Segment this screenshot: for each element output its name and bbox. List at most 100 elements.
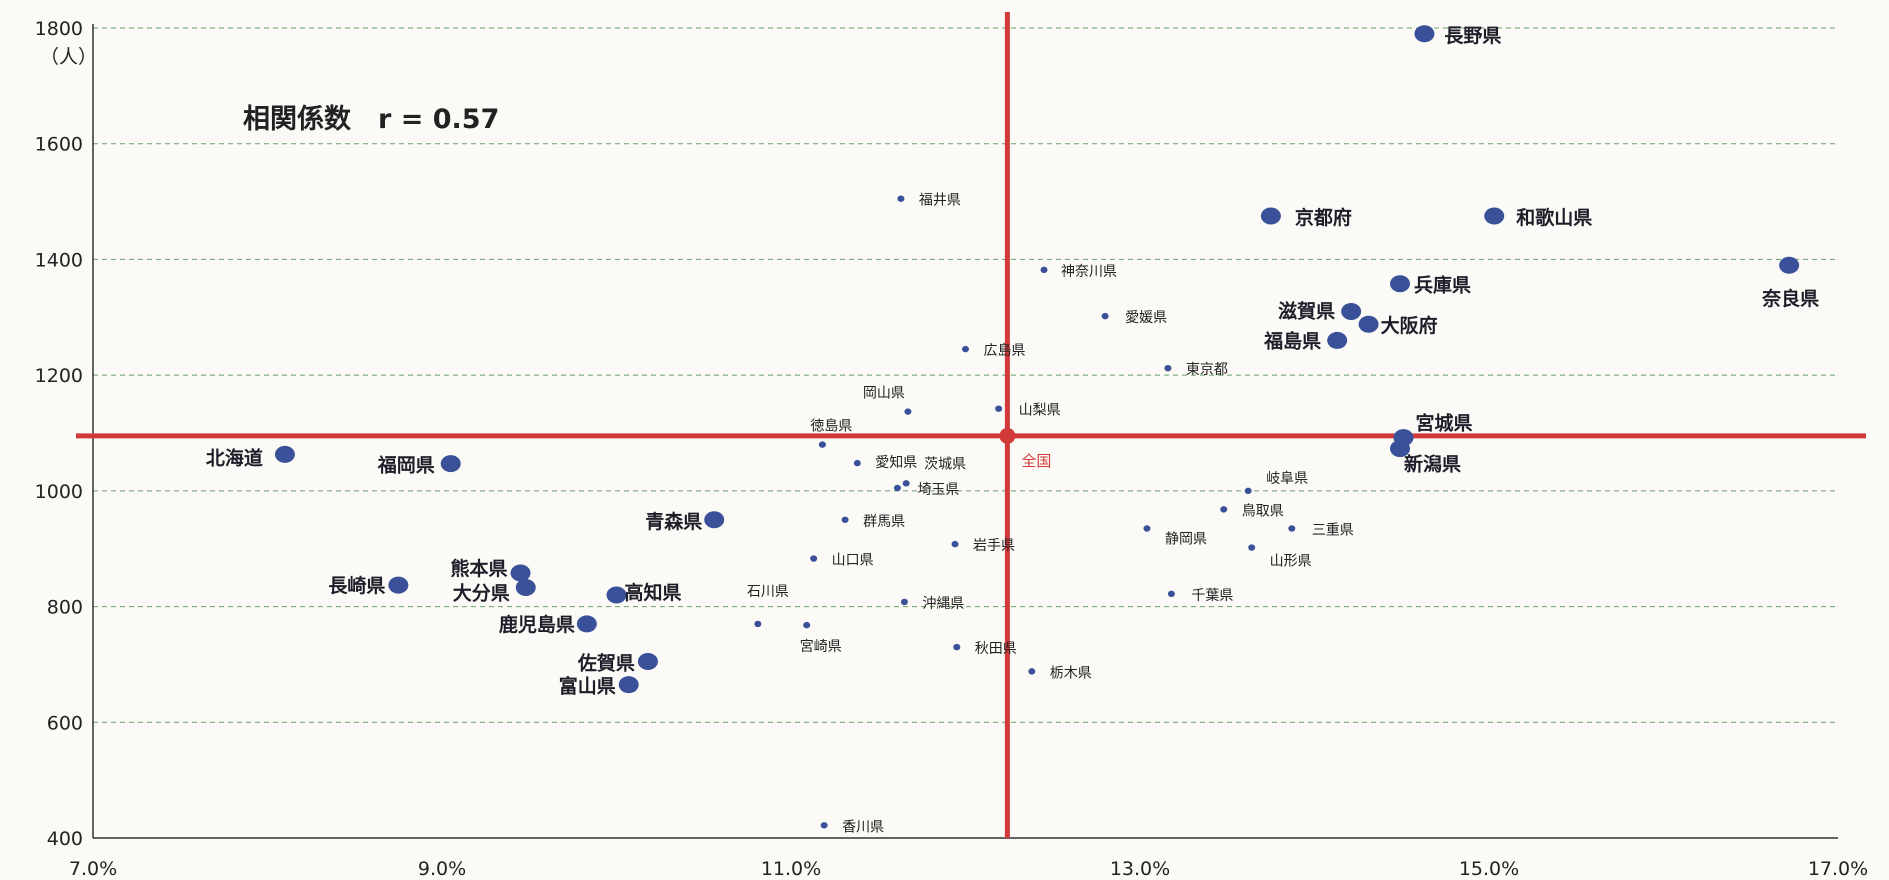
tick-labels: 400 600 800 1000 1200 1400 1600 1800 7.0% 9.0% 11.… <box>35 18 1869 880</box>
data-point <box>1040 266 1048 274</box>
data-point <box>1028 668 1036 675</box>
data-point <box>951 540 959 548</box>
point-label: 徳島県 <box>810 419 852 435</box>
point-label: 鹿児島県 <box>499 613 575 636</box>
data-point <box>893 484 901 492</box>
x-tick-label: 11.0% <box>761 858 821 880</box>
point-label: 岡山県 <box>863 386 905 402</box>
data-point <box>1390 275 1411 293</box>
data-point <box>1244 487 1252 495</box>
point-label: 沖縄県 <box>922 596 964 612</box>
point-label: 奈良県 <box>1761 287 1819 310</box>
point-label: 静岡県 <box>1165 531 1207 547</box>
y-axis-unit-label: （人） <box>40 46 97 68</box>
point-label: 新潟県 <box>1404 453 1461 476</box>
x-tick-label: 13.0% <box>1110 858 1170 880</box>
data-point <box>1779 256 1800 274</box>
point-label: 熊本県 <box>451 557 508 580</box>
point-label: 兵庫県 <box>1414 274 1471 297</box>
axes <box>92 24 1838 839</box>
data-points <box>274 25 1800 829</box>
point-label: 長崎県 <box>328 574 385 597</box>
data-point <box>388 576 409 594</box>
point-label: 山口県 <box>832 553 874 569</box>
x-tick-label: 9.0% <box>418 858 466 880</box>
point-label: 佐賀県 <box>577 652 635 675</box>
data-point <box>576 615 597 633</box>
data-point <box>606 586 627 604</box>
y-tick-label: 400 <box>47 828 83 850</box>
point-label: 京都府 <box>1295 206 1352 229</box>
x-tick-label: 15.0% <box>1459 858 1519 880</box>
point-label: 大分県 <box>453 581 510 604</box>
point-label: 茨城県 <box>924 456 966 472</box>
data-point <box>1414 25 1435 43</box>
data-point <box>841 516 849 523</box>
point-label: 北海道 <box>206 446 263 469</box>
data-point <box>810 555 818 562</box>
point-label: 富山県 <box>559 675 616 698</box>
reference-lines: 全国 <box>76 12 1866 838</box>
data-point <box>1288 525 1296 532</box>
point-label: 三重県 <box>1312 522 1354 538</box>
point-label: 大阪府 <box>1381 314 1438 337</box>
x-tick-label: 7.0% <box>69 858 117 880</box>
point-label: 宮城県 <box>1415 412 1472 435</box>
point-label: 香川県 <box>842 819 884 835</box>
national-average-label: 全国 <box>1021 452 1051 470</box>
y-tick-label: 1400 <box>35 249 83 271</box>
data-point <box>818 441 826 448</box>
data-point <box>440 455 461 473</box>
national-average-point <box>999 427 1016 444</box>
data-point <box>704 511 725 529</box>
point-label: 岐阜県 <box>1266 470 1308 487</box>
point-label: 栃木県 <box>1050 665 1092 681</box>
data-point <box>515 578 536 596</box>
data-point <box>1220 506 1228 513</box>
chart-title: 相関係数 r = 0.57 <box>243 104 499 135</box>
point-label: 長野県 <box>1444 25 1501 47</box>
data-point <box>1327 331 1348 349</box>
data-point <box>510 564 531 582</box>
y-tick-label: 1000 <box>35 481 83 503</box>
data-point <box>1164 365 1172 372</box>
point-label: 愛知県 <box>875 454 917 471</box>
point-label: 山形県 <box>1270 554 1312 570</box>
data-point <box>1248 544 1256 551</box>
y-tick-label: 1200 <box>35 365 83 387</box>
point-label: 千葉県 <box>1191 588 1233 604</box>
y-tick-label: 600 <box>47 712 83 734</box>
data-point <box>1484 207 1505 225</box>
y-tick-label: 1600 <box>35 134 83 156</box>
point-label: 群馬県 <box>863 514 905 530</box>
data-point <box>1260 207 1281 225</box>
point-label: 愛媛県 <box>1125 310 1167 326</box>
data-point <box>904 408 912 415</box>
point-label: 福井県 <box>919 193 961 209</box>
y-tick-label: 1800 <box>35 18 83 40</box>
point-label: 宮崎県 <box>800 639 842 655</box>
data-point <box>1101 312 1109 320</box>
data-point <box>1167 590 1175 598</box>
point-label: 滋賀県 <box>1278 300 1335 323</box>
point-label: 石川県 <box>747 584 789 600</box>
y-tick-label: 800 <box>47 597 83 619</box>
point-label: 青森県 <box>645 510 702 533</box>
point-label: 山梨県 <box>1019 403 1061 419</box>
x-tick-label: 17.0% <box>1808 858 1868 880</box>
point-label: 福岡県 <box>377 454 435 477</box>
data-point <box>618 676 639 694</box>
point-label: 神奈川県 <box>1061 264 1117 280</box>
data-point <box>754 620 762 628</box>
data-point <box>820 822 828 829</box>
point-label: 埼玉県 <box>917 482 959 498</box>
data-point <box>1390 440 1411 458</box>
data-point <box>995 405 1003 412</box>
data-point <box>1143 525 1151 532</box>
data-point <box>1341 303 1362 320</box>
data-point <box>637 653 658 671</box>
point-label: 広島県 <box>984 343 1026 359</box>
data-point <box>897 195 905 202</box>
